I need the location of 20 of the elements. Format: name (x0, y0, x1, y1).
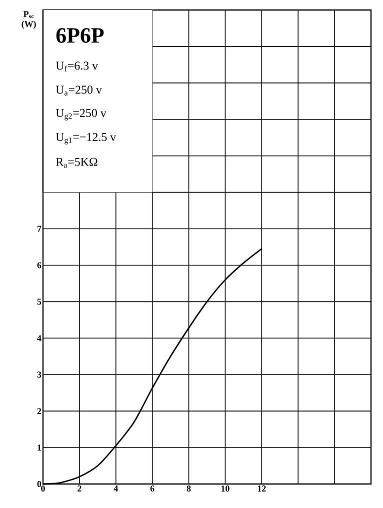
annotation: U$_{a}$=250 v (56, 86, 102, 96)
x-tick-label: 10 (221, 486, 230, 492)
text: 6P6P (56, 28, 104, 43)
y-axis-title: P$_{sc}$ (W) (22, 11, 36, 29)
y-tick-label: 1 (38, 444, 42, 450)
y-tick-label: 2 (37, 408, 42, 414)
annotation: U$_{g2}$=250 v (56, 108, 106, 120)
y-tick-label: 7 (38, 226, 42, 232)
y-tick-label: 4 (37, 335, 42, 342)
annotation: U$_{f}$=6.3 v (56, 62, 98, 72)
x-tick-label: 6 (150, 486, 154, 492)
x-tick-label: 8 (186, 486, 191, 492)
x-tick-label: 12 (258, 486, 266, 492)
x-tick-label: 4 (114, 486, 118, 492)
annotation: U$_{g1}$=−12.5 v (56, 132, 116, 144)
y-tick-label: 5 (37, 298, 42, 305)
y-tick-label: 6 (37, 262, 42, 268)
x-tick-label: 2 (78, 486, 82, 492)
y-tick-label: 3 (37, 372, 42, 378)
annotation: R$_{a}$=5KΩ (56, 158, 98, 168)
